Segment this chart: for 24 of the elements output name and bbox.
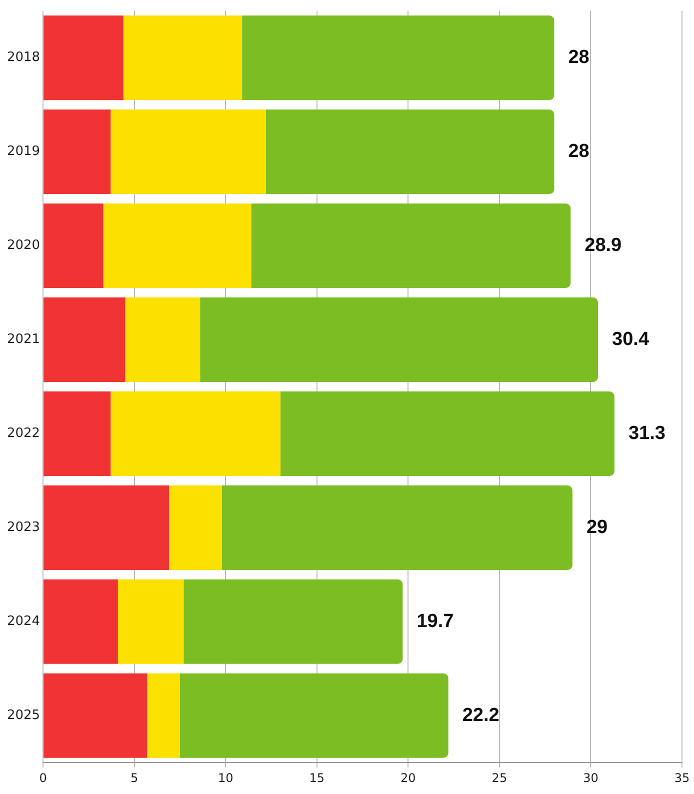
total-label: 31.3 <box>628 422 666 444</box>
x-tick-label: 5 <box>130 770 138 785</box>
y-tick-label: 2023 <box>6 520 40 536</box>
total-label: 28 <box>568 47 590 68</box>
y-tick-label: 2024 <box>6 614 40 630</box>
y-tick-label: 2025 <box>6 708 40 723</box>
total-label: 19.7 <box>416 610 454 632</box>
total-label: 28.9 <box>584 234 622 256</box>
x-tick-label: 20 <box>400 770 416 785</box>
total-label: 30.4 <box>612 328 650 350</box>
y-tick-label: 2021 <box>6 332 40 348</box>
x-tick-label: 25 <box>492 770 508 785</box>
total-label: 28 <box>568 140 590 162</box>
y-tick-label: 2022 <box>6 426 40 442</box>
y-tick-label: 2019 <box>6 144 40 160</box>
x-tick-label: 0 <box>39 770 47 785</box>
x-tick-label: 10 <box>218 770 234 785</box>
x-tick-label: 35 <box>674 770 690 785</box>
x-tick-label: 30 <box>583 770 598 785</box>
x-tick-label: 15 <box>309 770 325 785</box>
total-label: 29 <box>586 516 608 538</box>
y-tick-label: 2020 <box>6 238 40 254</box>
total-label: 22.2 <box>462 704 500 726</box>
y-tick-label: 2018 <box>6 50 40 66</box>
